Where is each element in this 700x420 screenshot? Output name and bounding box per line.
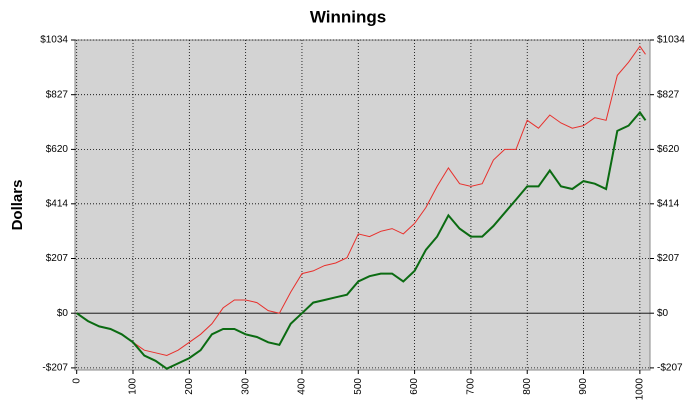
y2-tick-label: -$207	[657, 363, 683, 374]
x-tick-label: 0	[71, 378, 82, 384]
x-tick-label: 1000	[635, 378, 646, 401]
y-tick-label: $0	[57, 308, 69, 319]
y2-tick-label: $414	[657, 198, 680, 209]
y-tick-label: $827	[46, 89, 69, 100]
y-tick-label: $1034	[40, 35, 68, 46]
x-tick-label: 900	[578, 378, 589, 395]
chart-title: Winnings	[310, 7, 386, 26]
x-tick-label: 700	[466, 378, 477, 395]
x-tick-label: 400	[297, 378, 308, 395]
x-tick-label: 300	[240, 378, 251, 395]
y2-tick-label: $620	[657, 144, 680, 155]
x-tick-label: 600	[409, 378, 420, 395]
y2-tick-label: $827	[657, 89, 680, 100]
y2-tick-label: $1034	[657, 35, 685, 46]
data-line	[76, 110, 647, 370]
y2-tick-label: $207	[657, 253, 680, 264]
data-line	[76, 45, 646, 357]
y-axis-label: Dollars	[9, 180, 26, 231]
y2-tick-label: $0	[657, 308, 669, 319]
y-tick-label: -$207	[42, 363, 68, 374]
x-tick-label: 200	[184, 378, 195, 395]
plot-area	[74, 39, 651, 371]
x-tick-label: 500	[353, 378, 364, 395]
y-tick-label: $620	[46, 144, 69, 155]
x-tick-label: 800	[522, 378, 533, 395]
y-tick-label: $414	[46, 198, 69, 209]
x-tick-label: 100	[128, 378, 139, 395]
y-tick-label: $207	[46, 253, 69, 264]
